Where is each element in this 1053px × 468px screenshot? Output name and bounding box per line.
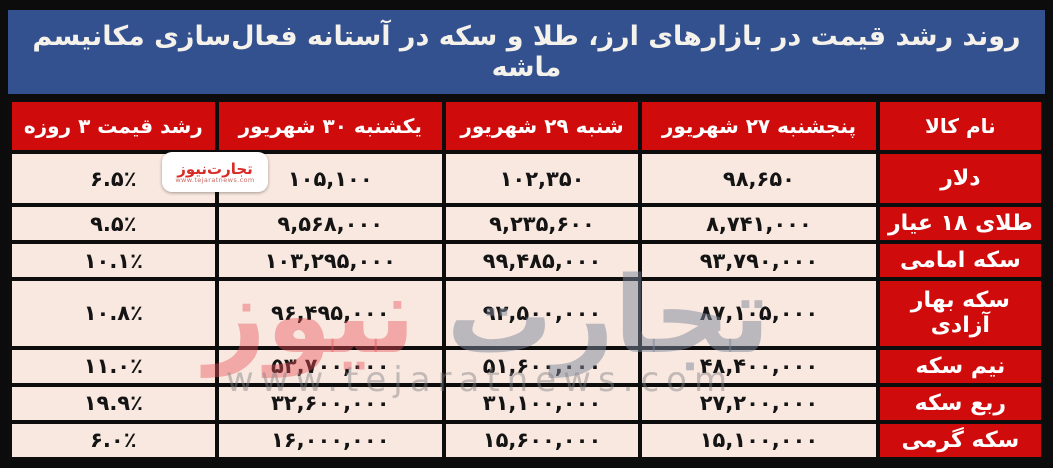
- col-header-sunday-30: یکشنبه ۳۰ شهریور: [214, 98, 446, 154]
- table-row-bahar-azadi-coin: سکه بهار آزادی ۸۷,۱۰۵,۰۰۰ ۹۲,۵۰۰,۰۰۰ ۹۶,…: [8, 277, 1046, 350]
- cell-item-name: سکه امامی: [875, 240, 1046, 281]
- cell-price-sat: ۹۹,۴۸۵,۰۰۰: [441, 240, 643, 281]
- cell-price-thu: ۲۷,۲۰۰,۰۰۰: [638, 382, 880, 424]
- cell-price-sun: ۵۳,۷۰۰,۰۰۰: [214, 345, 446, 387]
- cell-price-sun: ۱۰۵,۱۰۰: [214, 150, 446, 207]
- table-row-gram-coin: سکه گرمی ۱۵,۱۰۰,۰۰۰ ۱۵,۶۰۰,۰۰۰ ۱۶,۰۰۰,۰۰…: [8, 419, 1046, 462]
- cell-price-thu: ۸,۷۴۱,۰۰۰: [638, 203, 880, 244]
- cell-price-thu: ۴۸,۴۰۰,۰۰۰: [638, 345, 880, 387]
- price-table: نام کالا پنجشنبه ۲۷ شهریور شنبه ۲۹ شهریو…: [8, 98, 1046, 462]
- col-header-thursday-27: پنجشنبه ۲۷ شهریور: [638, 98, 880, 154]
- cell-price-sat: ۱۵,۶۰۰,۰۰۰: [441, 419, 643, 462]
- cell-price-thu: ۹۸,۶۵۰: [638, 150, 880, 207]
- cell-growth-pct: ۱۱.۰٪: [8, 345, 219, 387]
- cell-price-thu: ۸۷,۱۰۵,۰۰۰: [638, 277, 880, 350]
- cell-price-sun: ۹۶,۴۹۵,۰۰۰: [214, 277, 446, 350]
- tejarat-news-logo-url: www.tejaratnews.com: [175, 176, 255, 184]
- cell-price-sun: ۳۲,۶۰۰,۰۰۰: [214, 382, 446, 424]
- cell-growth-pct: ۹.۵٪: [8, 203, 219, 244]
- table-row-emami-coin: سکه امامی ۹۳,۷۹۰,۰۰۰ ۹۹,۴۸۵,۰۰۰ ۱۰۳,۲۹۵,…: [8, 240, 1046, 281]
- cell-item-name: سکه بهار آزادی: [875, 277, 1046, 350]
- cell-price-sat: ۹۲,۵۰۰,۰۰۰: [441, 277, 643, 350]
- cell-item-name: دلار: [875, 150, 1046, 207]
- cell-item-name: ربع سکه: [875, 382, 1046, 424]
- tejarat-news-logo-text: تجارت‌نیوز: [177, 159, 253, 178]
- cell-item-name: طلای ۱۸ عیار: [875, 203, 1046, 244]
- cell-price-sun: ۱۰۳,۲۹۵,۰۰۰: [214, 240, 446, 281]
- tejarat-news-logo-badge: تجارت‌نیوز www.tejaratnews.com: [162, 152, 268, 192]
- cell-item-name: سکه گرمی: [875, 419, 1046, 462]
- col-header-3day-growth: رشد قیمت ۳ روزه: [8, 98, 219, 154]
- col-header-saturday-29: شنبه ۲۹ شهریور: [441, 98, 643, 154]
- cell-item-name: نیم سکه: [875, 345, 1046, 387]
- table-row-gold-18k: طلای ۱۸ عیار ۸,۷۴۱,۰۰۰ ۹,۲۳۵,۶۰۰ ۹,۵۶۸,۰…: [8, 203, 1046, 244]
- cell-price-sun: ۹,۵۶۸,۰۰۰: [214, 203, 446, 244]
- cell-price-sat: ۱۰۲,۳۵۰: [441, 150, 643, 207]
- cell-growth-pct: ۶.۰٪: [8, 419, 219, 462]
- cell-price-sat: ۹,۲۳۵,۶۰۰: [441, 203, 643, 244]
- table-row-quarter-coin: ربع سکه ۲۷,۲۰۰,۰۰۰ ۳۱,۱۰۰,۰۰۰ ۳۲,۶۰۰,۰۰۰…: [8, 382, 1046, 424]
- cell-price-sat: ۵۱,۶۰۰,۰۰۰: [441, 345, 643, 387]
- table-row-dollar: دلار ۹۸,۶۵۰ ۱۰۲,۳۵۰ ۱۰۵,۱۰۰ ۶.۵٪: [8, 150, 1046, 207]
- cell-growth-pct: ۱۹.۹٪: [8, 382, 219, 424]
- table-header-row: نام کالا پنجشنبه ۲۷ شهریور شنبه ۲۹ شهریو…: [8, 98, 1046, 154]
- col-header-item-name: نام کالا: [875, 98, 1046, 154]
- cell-growth-pct: ۱۰.۱٪: [8, 240, 219, 281]
- table-row-half-coin: نیم سکه ۴۸,۴۰۰,۰۰۰ ۵۱,۶۰۰,۰۰۰ ۵۳,۷۰۰,۰۰۰…: [8, 345, 1046, 387]
- cell-price-sat: ۳۱,۱۰۰,۰۰۰: [441, 382, 643, 424]
- cell-growth-pct: ۱۰.۸٪: [8, 277, 219, 350]
- page-title: روند رشد قیمت در بازارهای ارز، طلا و سکه…: [8, 10, 1045, 94]
- cell-price-sun: ۱۶,۰۰۰,۰۰۰: [214, 419, 446, 462]
- cell-price-thu: ۱۵,۱۰۰,۰۰۰: [638, 419, 880, 462]
- cell-price-thu: ۹۳,۷۹۰,۰۰۰: [638, 240, 880, 281]
